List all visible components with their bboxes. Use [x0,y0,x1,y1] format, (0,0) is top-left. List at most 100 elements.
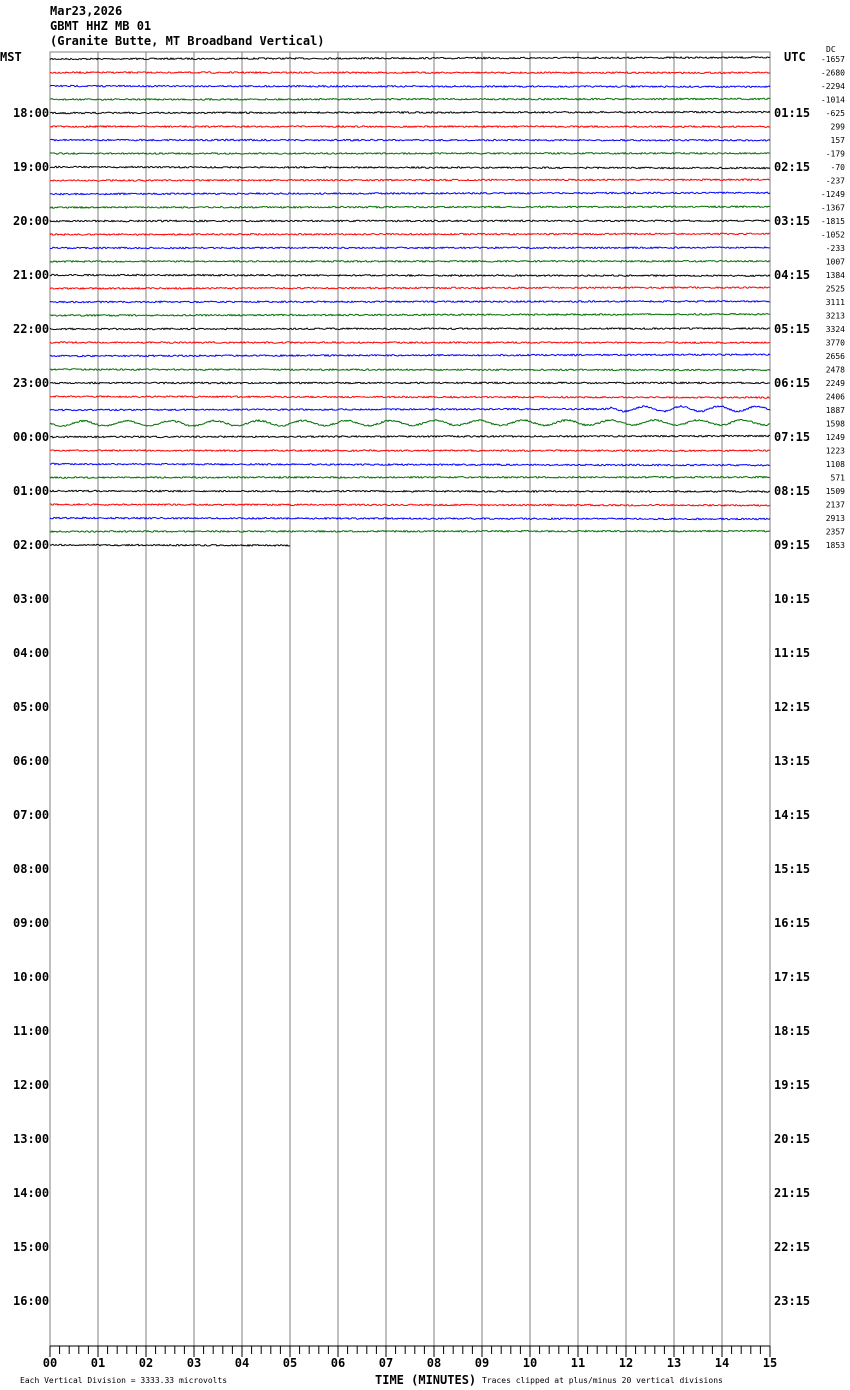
seismic-trace [49,448,771,453]
seismic-trace [49,489,770,494]
utc-hour-label: 02:15 [774,160,810,174]
seismic-trace [49,286,771,290]
x-axis-label: TIME (MINUTES) [375,1373,476,1387]
utc-hour-label: 05:15 [774,322,810,336]
dc-offset-label: 1887 [826,406,845,415]
seismic-trace [49,55,771,61]
mst-hour-label: 20:00 [13,214,49,228]
x-tick-label: 00 [43,1356,57,1370]
x-tick-label: 11 [571,1356,585,1370]
dc-offset-label: -237 [826,177,845,186]
dc-offset-label: 2406 [826,393,845,402]
mst-hour-label: 13:00 [13,1132,49,1146]
utc-hour-label: 10:15 [774,592,810,606]
seismic-trace [49,418,770,428]
mst-hour-label: 00:00 [13,430,49,444]
seismic-trace [49,273,771,278]
x-tick-label: 10 [523,1356,537,1370]
seismic-trace [49,232,771,236]
x-tick-label: 05 [283,1356,297,1370]
plot-frame [49,51,771,1347]
seismic-trace [49,219,771,223]
dc-offset-label: -2294 [821,82,845,91]
seismic-trace [49,151,770,156]
mst-hour-label: 03:00 [13,592,49,606]
dc-offset-label: 1007 [826,258,845,267]
dc-offset-label: 157 [831,136,846,145]
mst-hour-label: 02:00 [13,538,49,552]
seismic-trace [49,165,771,170]
dc-offset-label: 3324 [826,325,845,334]
mst-hour-label: 09:00 [13,916,49,930]
mst-hour-label: 05:00 [13,700,49,714]
mst-hour-label: 12:00 [13,1078,49,1092]
mst-hour-label: 23:00 [13,376,49,390]
dc-offset-label: -179 [826,150,845,159]
dc-offset-label: 2249 [826,379,845,388]
mst-hour-label: 21:00 [13,268,49,282]
dc-label: DC [826,45,836,54]
utc-hour-label: 03:15 [774,214,810,228]
x-tick-label: 02 [139,1356,153,1370]
seismic-trace [49,502,771,507]
dc-offset-label: 1108 [826,460,845,469]
dc-offset-label: -70 [831,163,846,172]
dc-offset-label: -233 [826,244,845,253]
station-description: (Granite Butte, MT Broadband Vertical) [50,34,325,48]
seismic-trace [49,516,771,521]
mst-hour-label: 16:00 [13,1294,49,1308]
utc-hour-label: 15:15 [774,862,810,876]
utc-hour-label: 09:15 [774,538,810,552]
dc-offset-label: 1509 [826,487,845,496]
utc-hour-label: 07:15 [774,430,810,444]
x-tick-label: 01 [91,1356,105,1370]
seismic-trace [49,475,771,479]
mst-hour-label: 15:00 [13,1240,49,1254]
dc-offset-label: 3213 [826,312,845,321]
mst-hour-label: 07:00 [13,808,49,822]
mst-hour-label: 22:00 [13,322,49,336]
utc-hour-label: 22:15 [774,1240,810,1254]
x-tick-label: 09 [475,1356,489,1370]
utc-hour-label: 23:15 [774,1294,810,1308]
mst-hour-label: 11:00 [13,1024,49,1038]
seismic-trace [49,434,771,439]
dc-offset-label: 2137 [826,501,845,510]
mst-hour-label: 08:00 [13,862,49,876]
dc-offset-label: -1052 [821,231,845,240]
x-tick-label: 14 [715,1356,729,1370]
dc-offset-label: 2357 [826,528,845,537]
utc-hour-label: 16:15 [774,916,810,930]
dc-offset-label: -2680 [821,69,845,78]
dc-offset-label: -1014 [821,96,845,105]
dc-offset-label: 1249 [826,433,845,442]
x-tick-label: 07 [379,1356,393,1370]
dc-offset-label: 1223 [826,447,845,456]
dc-offset-label: -1657 [821,55,845,64]
seismic-trace [49,205,771,209]
dc-offset-label: 2478 [826,366,845,375]
seismic-trace [49,312,771,317]
mst-hour-label: 06:00 [13,754,49,768]
x-tick-label: 12 [619,1356,633,1370]
dc-offset-label: 299 [831,123,846,132]
clip-note: Traces clipped at plus/minus 20 vertical… [482,1376,723,1385]
utc-hour-label: 06:15 [774,376,810,390]
seismic-trace [49,110,771,115]
utc-hour-label: 19:15 [774,1078,810,1092]
station-title: GBMT HHZ MB 01 [50,19,152,33]
dc-offset-label: 3770 [826,339,845,348]
mst-hour-label: 01:00 [13,484,49,498]
utc-hour-label: 12:15 [774,700,810,714]
seismic-trace [49,246,771,250]
scale-note: Each Vertical Division = 3333.33 microvo… [20,1376,227,1385]
seismic-trace [49,543,290,547]
utc-hour-label: 01:15 [774,106,810,120]
seismic-trace [49,191,771,196]
dc-offset-label: 3111 [826,298,845,307]
utc-hour-label: 08:15 [774,484,810,498]
dc-offset-label: 2525 [826,285,845,294]
seismic-trace [49,70,771,75]
seismic-trace [49,529,770,534]
